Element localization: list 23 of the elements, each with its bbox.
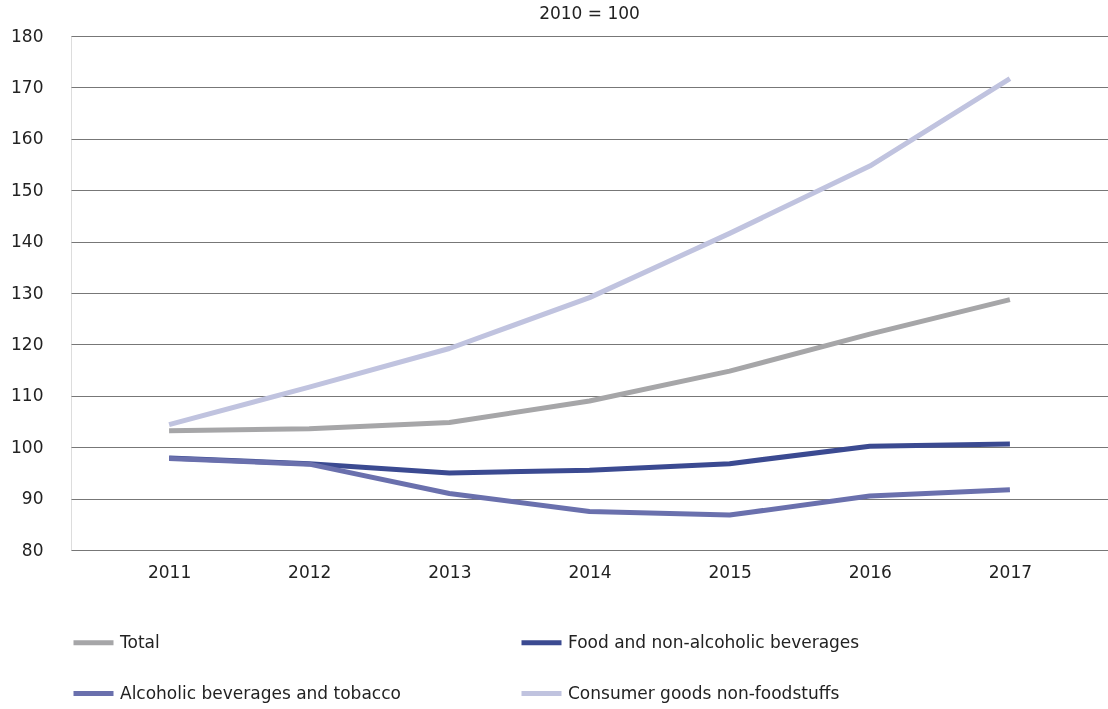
y-tick-label: 150 <box>11 179 44 200</box>
y-tick-label: 160 <box>11 128 44 149</box>
y-tick-label: 80 <box>21 539 44 560</box>
y-tick-label: 120 <box>11 333 44 354</box>
y-tick-label: 90 <box>21 488 44 509</box>
x-tick-label: 2014 <box>568 561 612 582</box>
y-tick-label: 130 <box>11 282 44 303</box>
legend-label: Alcoholic beverages and tobacco <box>120 682 401 703</box>
x-tick-label: 2016 <box>848 561 892 582</box>
y-tick-label: 180 <box>11 25 44 46</box>
legend-label: Consumer goods non-foodstuffs <box>568 682 840 703</box>
x-tick-label: 2017 <box>988 561 1033 582</box>
x-tick-label: 2015 <box>708 561 752 582</box>
legend-label: Food and non-alcoholic beverages <box>568 631 860 652</box>
y-tick-label: 110 <box>11 385 44 406</box>
x-tick-label: 2011 <box>147 561 192 582</box>
legend-label: Total <box>119 631 160 652</box>
y-tick-label: 140 <box>11 231 44 252</box>
y-tick-label: 100 <box>11 436 44 457</box>
x-tick-label: 2012 <box>288 561 332 582</box>
x-tick-label: 2013 <box>428 561 472 582</box>
chart-title: 2010 = 100 <box>539 3 640 23</box>
y-tick-label: 170 <box>11 76 44 97</box>
